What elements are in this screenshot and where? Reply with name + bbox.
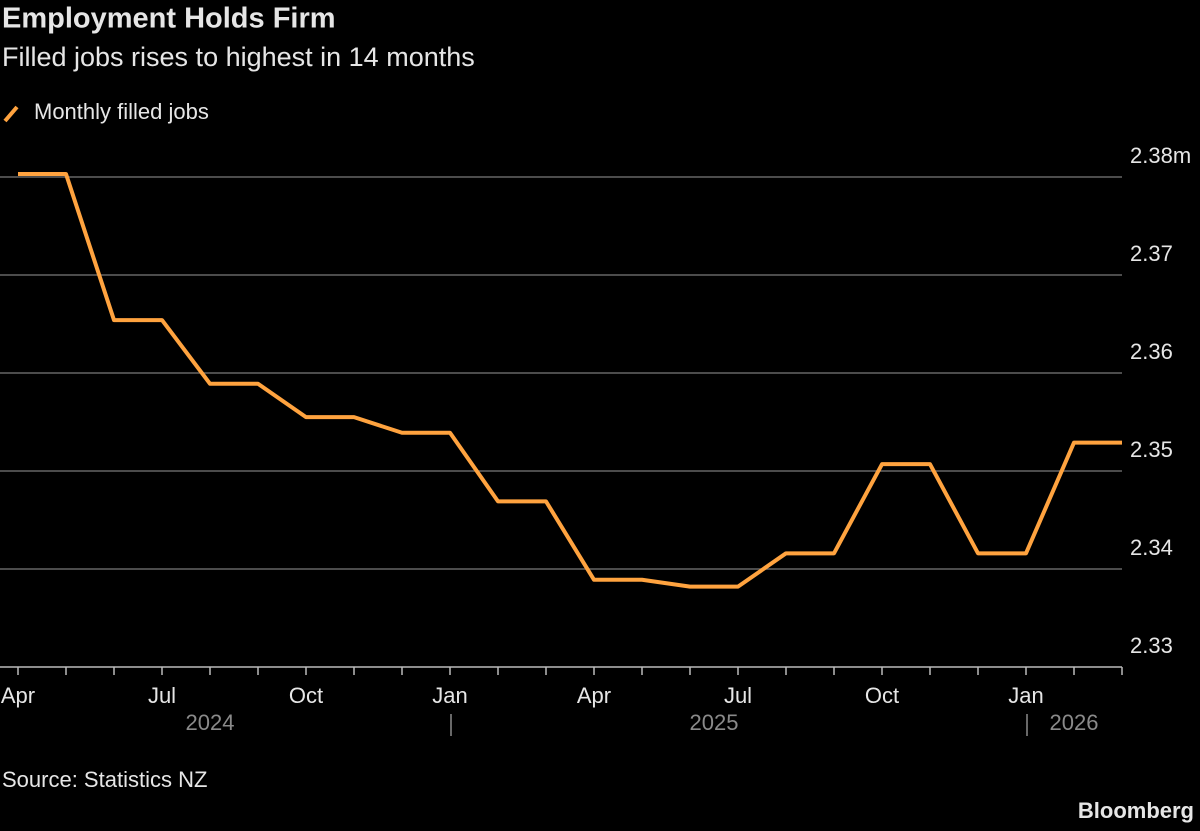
x-tick-label: Oct <box>865 683 899 708</box>
x-tick-label: Jul <box>724 683 752 708</box>
x-tick-label: Jan <box>1008 683 1043 708</box>
y-tick-label: 2.36 <box>1130 339 1173 364</box>
chart-title: Employment Holds Firm <box>2 3 336 35</box>
source: Source: Statistics NZ <box>2 767 207 792</box>
year-label: 2025 <box>690 710 739 735</box>
legend-swatch <box>3 105 19 123</box>
x-tick-label: Jan <box>432 683 467 708</box>
x-tick-label: Apr <box>1 683 35 708</box>
y-tick-label: 2.33 <box>1130 633 1173 658</box>
x-tick-label: Oct <box>289 683 323 708</box>
year-label: 2024 <box>186 710 235 735</box>
chart-subtitle: Filled jobs rises to highest in 14 month… <box>2 42 475 72</box>
year-label: 2026 <box>1050 710 1099 735</box>
y-tick-label: 2.38m <box>1130 143 1191 168</box>
x-tick-label: Jul <box>148 683 176 708</box>
x-tick-label: Apr <box>577 683 611 708</box>
series-line <box>18 172 1122 589</box>
y-tick-label: 2.37 <box>1130 241 1173 266</box>
y-tick-label: 2.34 <box>1130 535 1173 560</box>
legend-label: Monthly filled jobs <box>34 99 209 124</box>
brand: Bloomberg <box>1078 798 1194 823</box>
y-tick-label: 2.35 <box>1130 437 1173 462</box>
